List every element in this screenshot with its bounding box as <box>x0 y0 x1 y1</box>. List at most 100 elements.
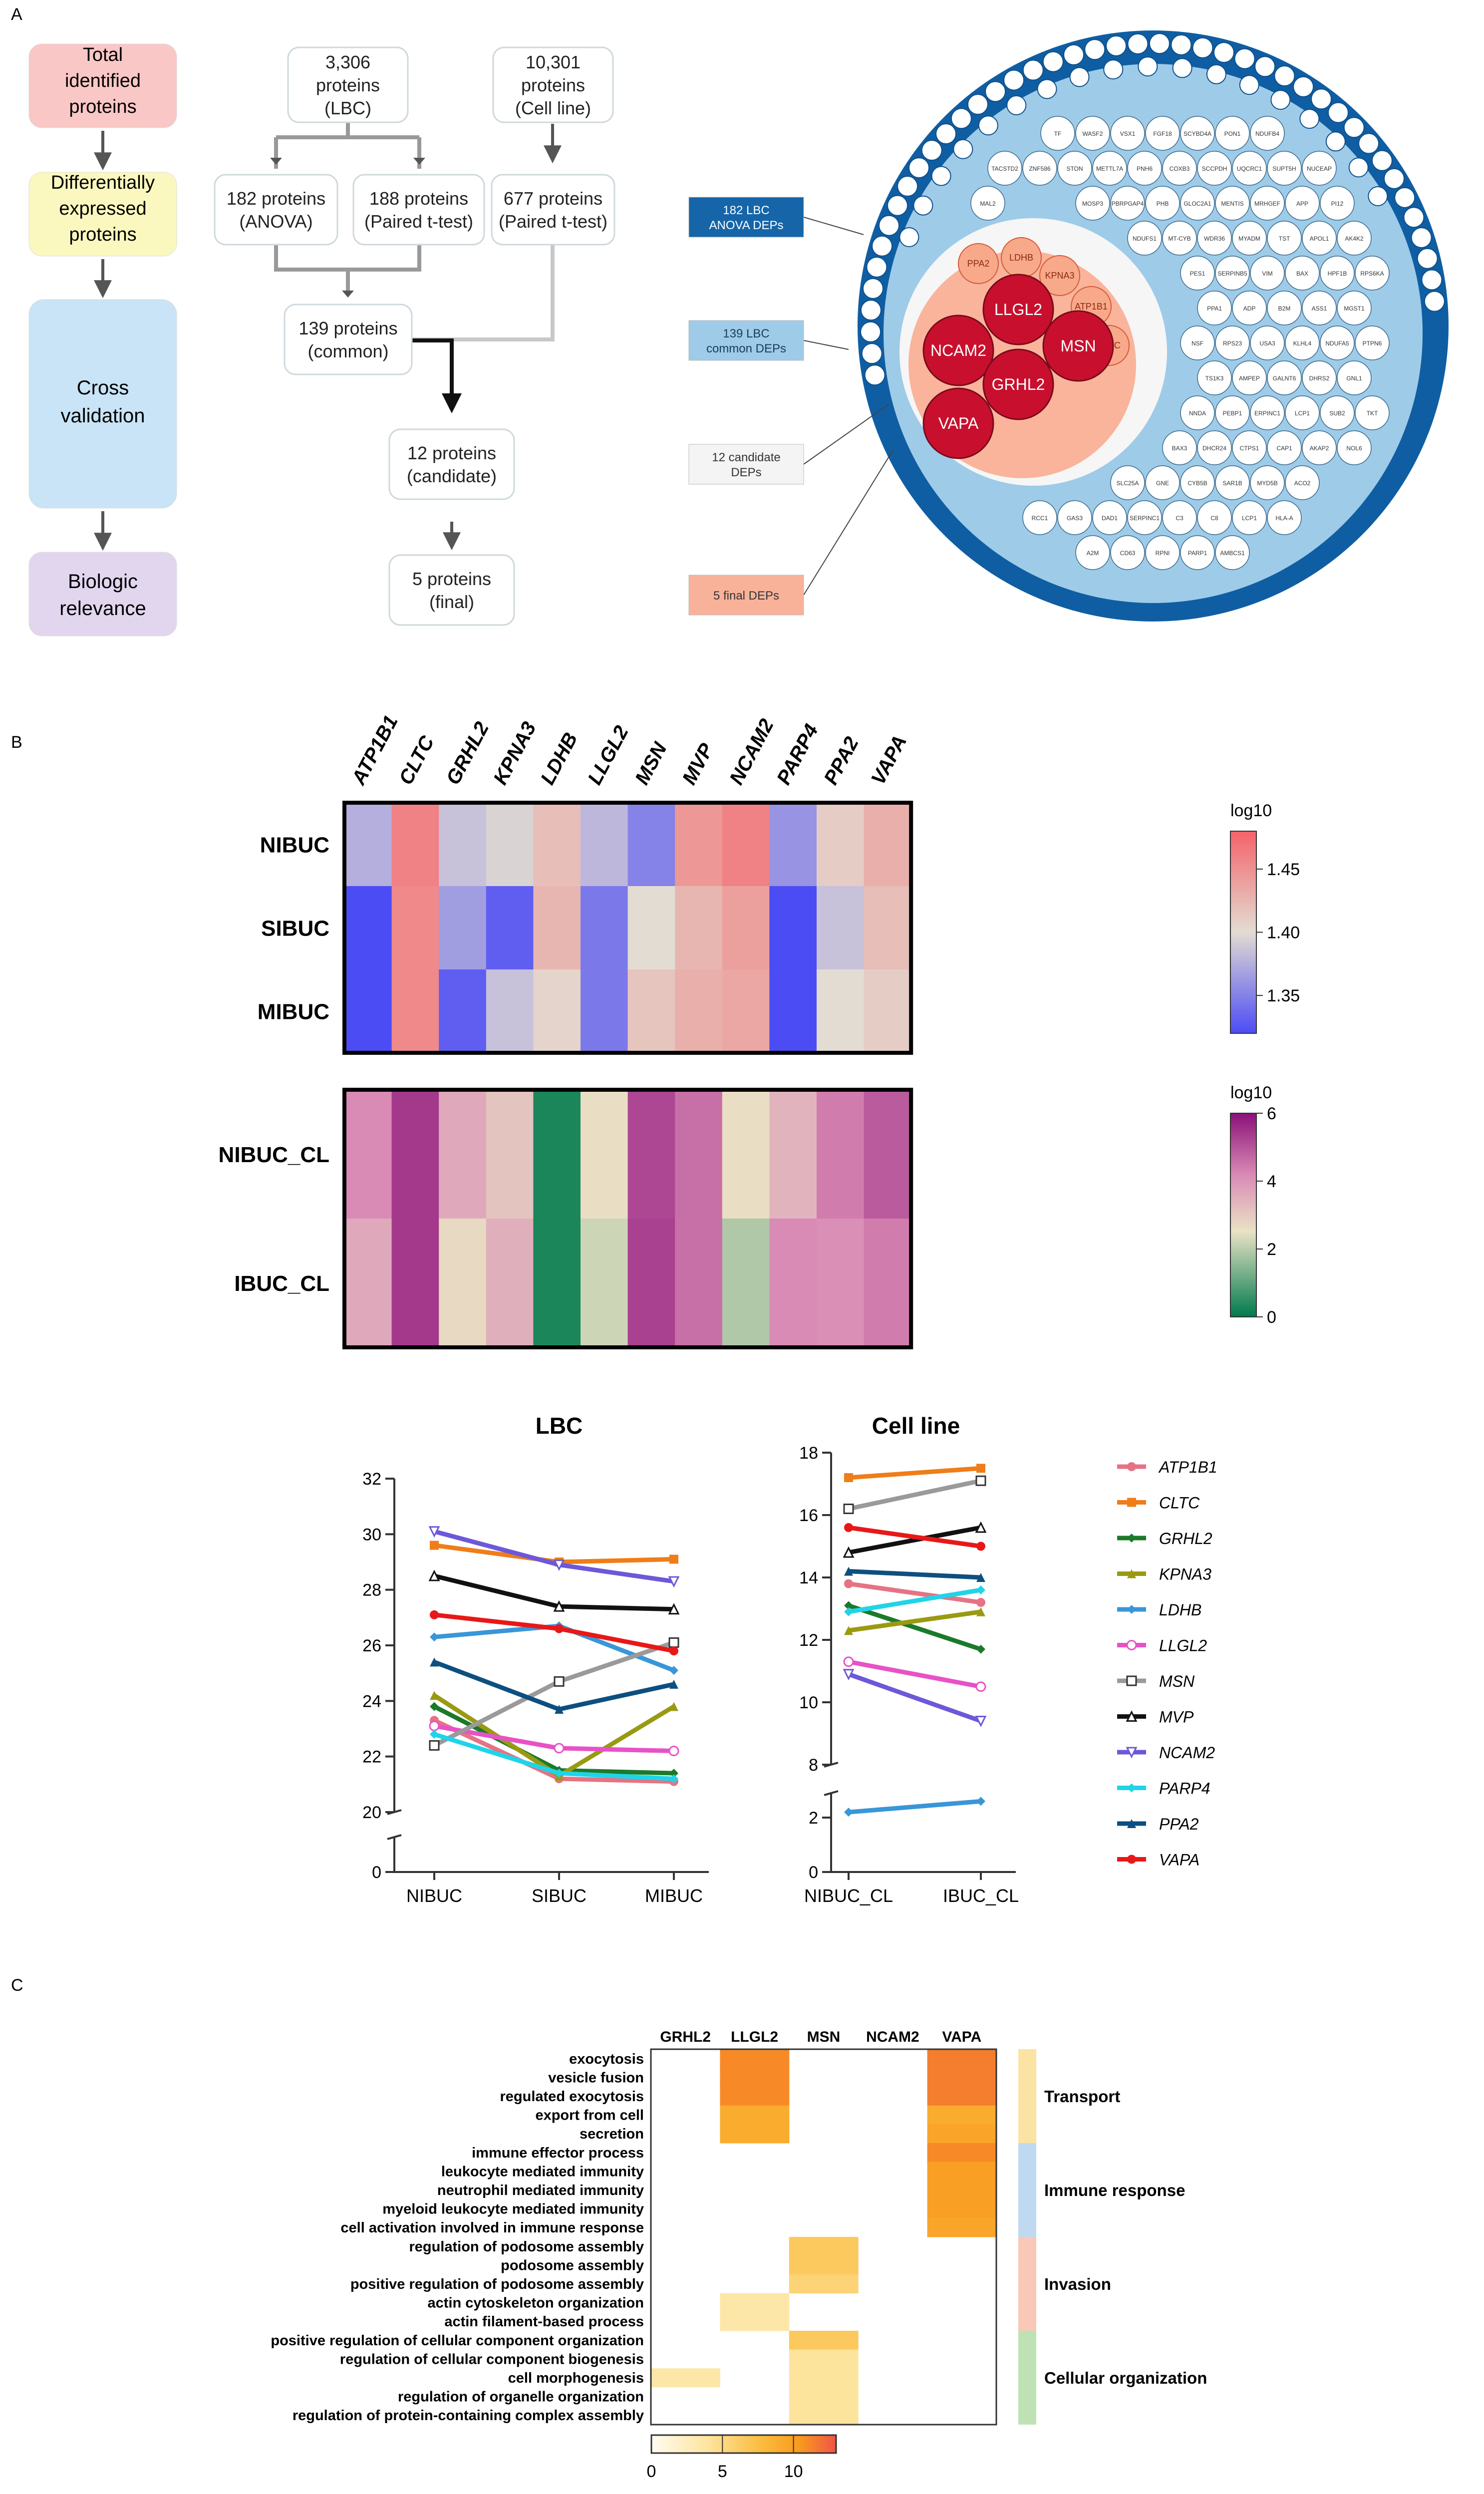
common-dep-label: PES1 <box>1190 270 1205 277</box>
column-label: NCAM2 <box>866 2029 919 2045</box>
legend-label: 182 LBC ANOVA DEPs <box>709 204 784 232</box>
common-dep-bubble <box>1197 430 1232 465</box>
data-point <box>976 1644 985 1654</box>
heatmap-cell <box>344 1219 392 1348</box>
heatmap-cell-line: NIBUC_CL IBUC_CL log10 6 4 2 0 <box>219 1083 1276 1349</box>
heatmap-cell <box>627 886 675 970</box>
heatmap-border <box>650 2048 997 2426</box>
heatmap-cell <box>817 1090 865 1219</box>
common-dep-bubble <box>1127 500 1162 535</box>
data-point <box>428 1569 440 1581</box>
colorbar <box>1230 831 1257 1034</box>
y-tick-label: 18 <box>799 1444 818 1463</box>
series-line-mvp <box>848 1525 981 1555</box>
heatmap-cell <box>627 803 675 887</box>
flow-dep-label: Differentially expressed proteins <box>51 172 155 245</box>
anova-dep-bubble <box>1254 56 1276 77</box>
go-term-label: positive regulation of cellular componen… <box>271 2333 644 2349</box>
data-point <box>1127 1819 1136 1828</box>
common-dep-bubble <box>1197 360 1232 395</box>
y-tick-label: 0 <box>809 1863 818 1882</box>
colorbar <box>650 2434 837 2454</box>
line-chart-cell-line: Cell line 18 16 14 12 10 8 2 0 NIBUC_CL IBUC_CL <box>799 1413 1019 1906</box>
go-term-label: regulated exocytosis <box>500 2089 644 2105</box>
common-dep-bubble <box>1197 500 1232 535</box>
data-point <box>844 1808 853 1817</box>
data-point <box>430 1691 439 1700</box>
series-line-msn <box>848 1478 981 1511</box>
heatmap-cell <box>769 1090 817 1219</box>
series-line-ppa2 <box>848 1569 981 1580</box>
heatmap-cell <box>675 1219 723 1348</box>
data-point <box>844 1473 853 1482</box>
data-point <box>976 1573 985 1582</box>
heatmap-cell <box>720 2049 790 2069</box>
anova-dep-bubble <box>1424 291 1445 312</box>
flow-box-bio <box>28 552 177 636</box>
legend-swatch <box>688 575 804 616</box>
anova-dep-bubble <box>978 115 998 136</box>
candidate-dep-label: LDHB <box>1009 253 1033 263</box>
common-dep-label: SAR1B <box>1222 480 1242 487</box>
group-bar <box>1018 2049 1036 2143</box>
data-point <box>430 1610 439 1619</box>
common-dep-label: RPNI <box>1156 550 1170 557</box>
x-tick-label: NIBUC <box>406 1885 462 1906</box>
common-dep-bubble <box>1022 500 1057 535</box>
axis-break <box>387 1834 402 1840</box>
common-dep-label: AK4K2 <box>1345 235 1364 242</box>
data-point <box>669 1769 678 1778</box>
common-dep-label: USA3 <box>1259 340 1275 347</box>
data-point <box>1126 1640 1137 1650</box>
heatmap-cell <box>789 2387 859 2406</box>
heatmap-cell <box>486 803 534 887</box>
common-dep-label: KLHL4 <box>1293 340 1312 347</box>
heatmap-cell <box>439 1219 487 1348</box>
series-line-ldhb <box>434 1623 675 1673</box>
legend-label: MSN <box>1159 1672 1195 1690</box>
heatmap-cell <box>722 1219 770 1348</box>
anova-dep-bubble <box>1084 39 1106 60</box>
go-enrichment-heatmap: GRHL2 LLGL2 MSN NCAM2 VAPA exocytosis vesicle … <box>271 2029 1207 2481</box>
y-tick-label: 32 <box>362 1470 381 1489</box>
go-term-label: regulation of organelle organization <box>398 2389 644 2405</box>
anova-dep-bubble <box>908 157 930 179</box>
anova-dep-bubble <box>953 139 973 159</box>
series-line-grhl2 <box>848 1603 982 1652</box>
final-dep-label: VAPA <box>938 414 979 432</box>
common-dep-label: AKAP2 <box>1310 445 1329 452</box>
data-point <box>1127 1855 1136 1864</box>
colorbar-tick-label: 4 <box>1267 1172 1276 1191</box>
anova-dep-bubble <box>861 343 883 364</box>
common-dep-bubble <box>1215 535 1250 570</box>
common-dep-label: PTPN6 <box>1363 340 1382 347</box>
common-dep-label: LCP1 <box>1295 410 1310 417</box>
count-box-final <box>388 554 515 626</box>
common-dep-label: LCP1 <box>1242 515 1257 522</box>
data-point <box>1127 1498 1136 1507</box>
common-dep-bubble <box>1302 151 1337 186</box>
colorbar-tick-label: 2 <box>1267 1240 1276 1259</box>
common-dep-bubble <box>1180 186 1215 221</box>
go-term-label: cell activation involved in immune respo… <box>340 2220 644 2236</box>
gene-label: ATP1B1 <box>347 712 402 789</box>
connector-candidate <box>409 338 462 413</box>
common-dep-bubble <box>1180 325 1215 360</box>
data-point <box>1127 1783 1136 1793</box>
y-tick-label: 30 <box>362 1525 381 1544</box>
data-point <box>844 1579 853 1588</box>
data-point <box>844 1523 853 1532</box>
data-point <box>975 1521 987 1533</box>
heatmap-cell <box>789 2331 859 2350</box>
heatmap-cell <box>864 969 911 1053</box>
count-label-cell: 10,301 proteins (Cell line) <box>515 52 591 118</box>
go-term-label: immune effector process <box>472 2145 644 2161</box>
heatmap-cell <box>533 1090 581 1219</box>
anova-dep-bubble <box>913 195 933 216</box>
common-dep-bubble <box>1110 535 1145 570</box>
common-dep-label: NSF <box>1191 340 1203 347</box>
legend-swatch <box>688 444 804 485</box>
common-dep-label: WDR36 <box>1204 235 1225 242</box>
common-dep-bubble <box>1320 186 1355 221</box>
go-term-label: positive regulation of podosome assembly <box>350 2276 644 2292</box>
